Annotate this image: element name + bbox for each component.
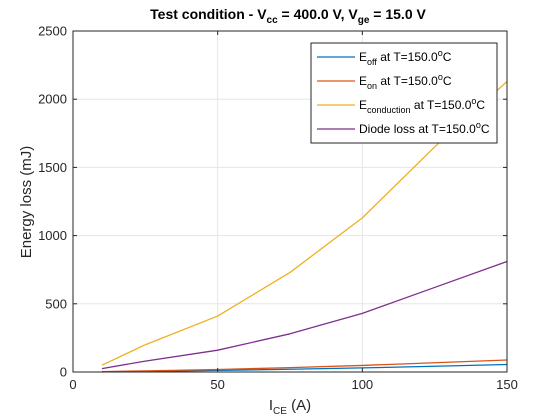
legend-label: Eoff at T=150.0oC — [359, 48, 452, 67]
x-tick-label: 50 — [210, 377, 224, 392]
legend-box — [310, 42, 498, 144]
series-line — [101, 80, 508, 366]
y-tick-label: 1000 — [38, 228, 67, 243]
axes-box — [72, 30, 508, 373]
y-tick-label: 500 — [45, 296, 67, 311]
series-line — [101, 359, 508, 373]
y-axis-label: Energy loss (mJ) — [18, 146, 35, 259]
y-tick-label: 2000 — [38, 92, 67, 107]
legend: Eoff at T=150.0oC Eon at T=150.0oC Econduc… — [310, 42, 498, 144]
legend-label: Eon at T=150.0oC — [359, 72, 452, 91]
y-tick-label: 0 — [60, 365, 67, 380]
series-layer — [101, 80, 508, 373]
chart-title: Test condition - Vcc = 400.0 V, Vge = 15… — [150, 6, 426, 26]
y-tick-label: 1500 — [38, 160, 67, 175]
series-line — [101, 260, 508, 370]
x-tick-label: 0 — [69, 377, 76, 392]
x-tick-label: 150 — [496, 377, 518, 392]
x-axis-label: ICE (A) — [269, 397, 311, 417]
x-tick-label: 100 — [351, 377, 373, 392]
y-tick-label: 2500 — [38, 24, 67, 39]
legend-label: Econduction at T=150.0oC — [359, 96, 485, 115]
legend-label: Diode loss at T=150.0oC — [359, 120, 490, 136]
